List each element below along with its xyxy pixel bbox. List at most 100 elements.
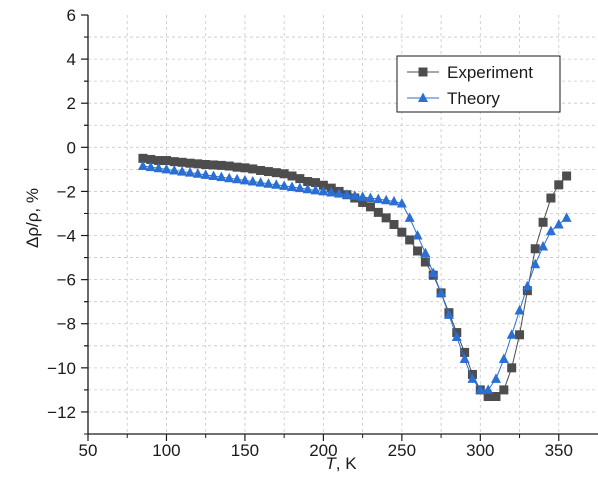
data-point-theory [561,212,572,222]
data-point-theory [428,267,439,278]
data-point-theory [247,175,258,186]
data-point-theory [279,180,290,190]
data-point-experiment [240,163,250,173]
data-point-theory [310,184,321,195]
data-point-experiment [209,160,219,170]
data-point-experiment [405,235,415,245]
data-point-experiment [373,207,383,217]
data-point-experiment [562,171,572,181]
data-point-theory [349,190,360,200]
data-point-experiment [413,246,423,256]
data-point-theory [208,170,219,180]
data-point-theory [404,212,415,222]
data-point-experiment [256,165,266,175]
y-tick-label: 2 [67,94,76,113]
x-axis-title-symbol: T [325,454,337,473]
legend-box [396,55,561,113]
data-point-experiment [420,257,430,267]
data-point-experiment [279,169,289,179]
data-point-experiment [554,180,564,190]
data-point-theory [365,192,376,203]
legend-label-theory: Theory [447,89,500,108]
data-point-experiment [491,392,501,402]
data-point-theory [200,169,211,179]
y-tick-label: 0 [67,138,76,157]
data-point-experiment [185,158,195,168]
x-tick-label: 100 [152,441,180,460]
data-point-theory [514,305,525,315]
y-axis-title: Δρ/ρ, % [23,188,42,248]
data-point-experiment [311,178,321,188]
data-point-theory [341,189,352,199]
data-point-experiment [507,363,517,373]
data-point-theory [145,161,156,172]
data-point-experiment [318,180,328,190]
data-point-theory [302,183,313,194]
data-point-theory [389,195,399,206]
data-point-theory [271,179,282,189]
y-tick-label: −6 [57,271,76,290]
data-point-theory [161,163,172,174]
legend-label-experiment: Experiment [447,63,533,82]
data-point-theory [185,167,195,177]
data-point-experiment [154,156,164,166]
legend-marker-experiment [418,67,428,77]
data-point-experiment [193,159,203,169]
data-point-experiment [381,213,391,223]
data-point-experiment [232,162,242,172]
data-point-experiment [287,171,297,181]
data-point-experiment [303,176,313,186]
data-point-theory [216,171,227,182]
x-tick-label: 350 [545,441,573,460]
data-point-theory [239,174,250,185]
data-point-theory [530,258,541,269]
legend-marker-theory [418,92,428,102]
data-point-experiment [460,347,470,357]
data-point-theory [169,164,180,175]
data-point-theory [326,187,337,197]
x-tick-label: 200 [309,441,337,460]
y-tick-label: −8 [57,315,76,334]
data-point-theory [491,373,501,383]
data-point-experiment [263,167,273,177]
data-point-theory [287,181,297,192]
data-point-theory [334,188,345,198]
y-tick-label: −4 [57,227,76,246]
data-point-experiment [138,153,148,163]
y-tick-label: −12 [47,403,76,422]
data-point-experiment [216,160,226,170]
data-point-theory [224,172,235,183]
data-point-theory [177,166,188,176]
data-point-theory [318,185,329,196]
data-point-theory [451,331,462,341]
data-point-theory [483,384,494,394]
data-point-theory [263,178,274,188]
x-tick-label: 50 [79,441,98,460]
data-point-theory [137,160,148,171]
data-point-experiment [177,157,187,167]
data-point-experiment [358,197,368,207]
data-point-experiment [397,227,407,237]
y-tick-label: −10 [47,359,76,378]
data-point-theory [436,287,447,297]
data-point-experiment [224,161,234,171]
data-point-theory [381,194,392,205]
data-point-experiment [483,392,493,402]
data-point-theory [420,247,431,258]
x-tick-label: 150 [231,441,259,460]
legend: Experiment Theory [396,55,561,113]
data-point-theory [538,241,549,251]
x-tick-label: 250 [388,441,416,460]
data-point-theory [255,177,266,187]
data-point-experiment [499,385,509,395]
data-point-experiment [530,244,540,254]
grid [88,15,598,434]
data-point-experiment [248,164,258,174]
data-point-theory [475,384,486,394]
data-point-experiment [365,202,375,212]
data-point-theory [459,353,470,364]
data-point-experiment [389,220,399,229]
data-point-experiment [515,330,525,340]
data-point-theory [373,193,384,204]
